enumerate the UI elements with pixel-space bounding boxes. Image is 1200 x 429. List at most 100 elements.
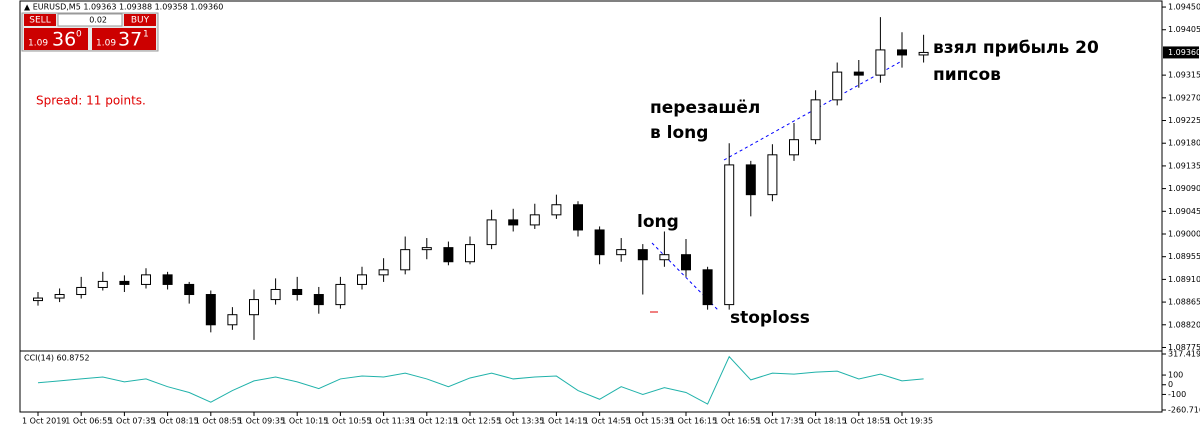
annotation: stoploss xyxy=(730,308,810,328)
candle-body xyxy=(789,139,799,156)
x-tick-label: 1 Oct 11:35 xyxy=(368,417,415,426)
x-tick-label: 1 Oct 2019 xyxy=(22,417,66,426)
y-tick-label: 1.09315 xyxy=(1168,71,1200,80)
candle-body xyxy=(400,249,411,271)
candle-body xyxy=(594,229,605,256)
y-tick-label: 100 xyxy=(1168,371,1183,380)
y-tick-label: 1.09270 xyxy=(1168,93,1200,102)
buy-label[interactable]: BUY xyxy=(131,16,150,26)
candle-body xyxy=(465,244,475,263)
y-tick-label: 1.09225 xyxy=(1168,116,1200,125)
annotation: пипсов xyxy=(933,65,1001,85)
y-tick-label: 1.08910 xyxy=(1168,275,1200,284)
candle-body xyxy=(853,71,864,76)
candle-body xyxy=(443,247,454,263)
candle-body xyxy=(378,269,389,276)
x-tick-label: 1 Oct 10:15 xyxy=(281,417,328,426)
candle-body xyxy=(54,294,65,299)
x-tick-label: 1 Oct 16:55 xyxy=(713,417,760,426)
indicator-label: CCI(14) 60.8752 xyxy=(24,354,90,363)
y-tick-label: 1.08865 xyxy=(1168,298,1200,307)
candle-body xyxy=(897,49,907,56)
sell-price-box[interactable] xyxy=(24,28,88,50)
chart-header: ▲ EURUSD,M5 1.09363 1.09388 1.09358 1.09… xyxy=(24,3,223,12)
candle-body xyxy=(745,164,756,196)
candle-body xyxy=(702,269,713,306)
y-tick-label: -100 xyxy=(1168,390,1186,399)
x-tick-label: 1 Oct 08:55 xyxy=(195,417,242,426)
annotation: long xyxy=(637,212,679,232)
sell-price-big[interactable]: 1.09 xyxy=(28,39,48,49)
candle-body xyxy=(810,99,821,141)
candle-body xyxy=(421,247,432,251)
candle-body xyxy=(659,254,670,261)
candle-body xyxy=(508,219,519,226)
buy-pips[interactable]: 37 xyxy=(118,29,142,51)
candle-body xyxy=(767,154,778,196)
y-tick-label: 1.09000 xyxy=(1168,230,1200,239)
sell-label[interactable]: SELL xyxy=(29,16,50,26)
candle-body xyxy=(357,274,367,285)
x-tick-label: 1 Oct 18:55 xyxy=(843,417,890,426)
cci-line xyxy=(37,355,924,405)
x-tick-label: 1 Oct 08:15 xyxy=(152,417,199,426)
y-tick-label: 1.08775 xyxy=(1168,343,1200,352)
lot-value[interactable]: 0.02 xyxy=(89,16,107,25)
buy-price-big[interactable]: 1.09 xyxy=(96,39,116,49)
x-tick-label: 1 Oct 19:35 xyxy=(886,417,933,426)
current-price-box xyxy=(1163,46,1199,59)
x-tick-label: 1 Oct 17:35 xyxy=(756,417,803,426)
x-tick-label: 1 Oct 16:15 xyxy=(670,417,717,426)
candle-body xyxy=(832,71,843,101)
y-tick-label: -260.716 xyxy=(1168,406,1200,415)
y-tick-label: 1.08820 xyxy=(1168,320,1200,329)
x-tick-label: 1 Oct 12:55 xyxy=(454,417,501,426)
sell-point[interactable]: 0 xyxy=(76,30,82,40)
x-tick-label: 1 Oct 10:55 xyxy=(324,417,371,426)
candle-body xyxy=(486,219,497,246)
candle-body xyxy=(249,299,259,316)
x-tick-label: 1 Oct 14:55 xyxy=(584,417,631,426)
candle-body xyxy=(724,164,735,306)
candle-body xyxy=(292,288,303,296)
annotation: перезашёл xyxy=(650,98,760,118)
candle-body xyxy=(33,297,43,302)
y-tick-label: 1.08955 xyxy=(1168,252,1200,261)
buy-point[interactable]: 1 xyxy=(143,30,149,40)
y-tick-label: 1.09180 xyxy=(1168,139,1200,148)
sell-pips[interactable]: 36 xyxy=(52,29,76,51)
y-tick-label: 1.09090 xyxy=(1168,184,1200,193)
spread-info: Spread: 11 points. xyxy=(36,94,146,108)
candle-body xyxy=(551,204,562,216)
annotation: в long xyxy=(650,123,708,143)
x-tick-label: 1 Oct 06:55 xyxy=(65,417,112,426)
annotation: взял прибыль 20 xyxy=(933,38,1099,58)
sell-button[interactable] xyxy=(24,14,56,26)
trade-panel: SELL 0.02 BUY 1.09 36 0 1.09 37 1 xyxy=(21,12,159,52)
y-tick-label: 0 xyxy=(1168,380,1173,389)
x-tick-label: 1 Oct 14:15 xyxy=(540,417,587,426)
y-tick-label: 1.09045 xyxy=(1168,207,1200,216)
candle-body xyxy=(681,254,691,271)
candle-body xyxy=(119,280,130,285)
candle-body xyxy=(141,274,151,285)
y-tick-label: 1.09405 xyxy=(1168,25,1200,34)
candle-body xyxy=(184,283,195,296)
buy-price-box[interactable] xyxy=(92,28,156,50)
buy-button[interactable] xyxy=(124,14,156,26)
candle-body xyxy=(529,214,540,226)
candle-body xyxy=(616,249,627,256)
x-tick-label: 1 Oct 09:35 xyxy=(238,417,285,426)
candle-body xyxy=(918,51,929,56)
y-tick-label: 1.09450 xyxy=(1168,3,1200,12)
candle-body xyxy=(162,274,173,285)
x-tick-label: 1 Oct 07:35 xyxy=(108,417,155,426)
x-tick-label: 1 Oct 18:15 xyxy=(800,417,847,426)
candle-body xyxy=(313,294,324,306)
candle-body xyxy=(205,294,216,326)
candle-body xyxy=(76,286,87,296)
candle-body xyxy=(573,204,583,231)
lot-input[interactable] xyxy=(57,13,123,27)
candle-body xyxy=(97,280,108,288)
